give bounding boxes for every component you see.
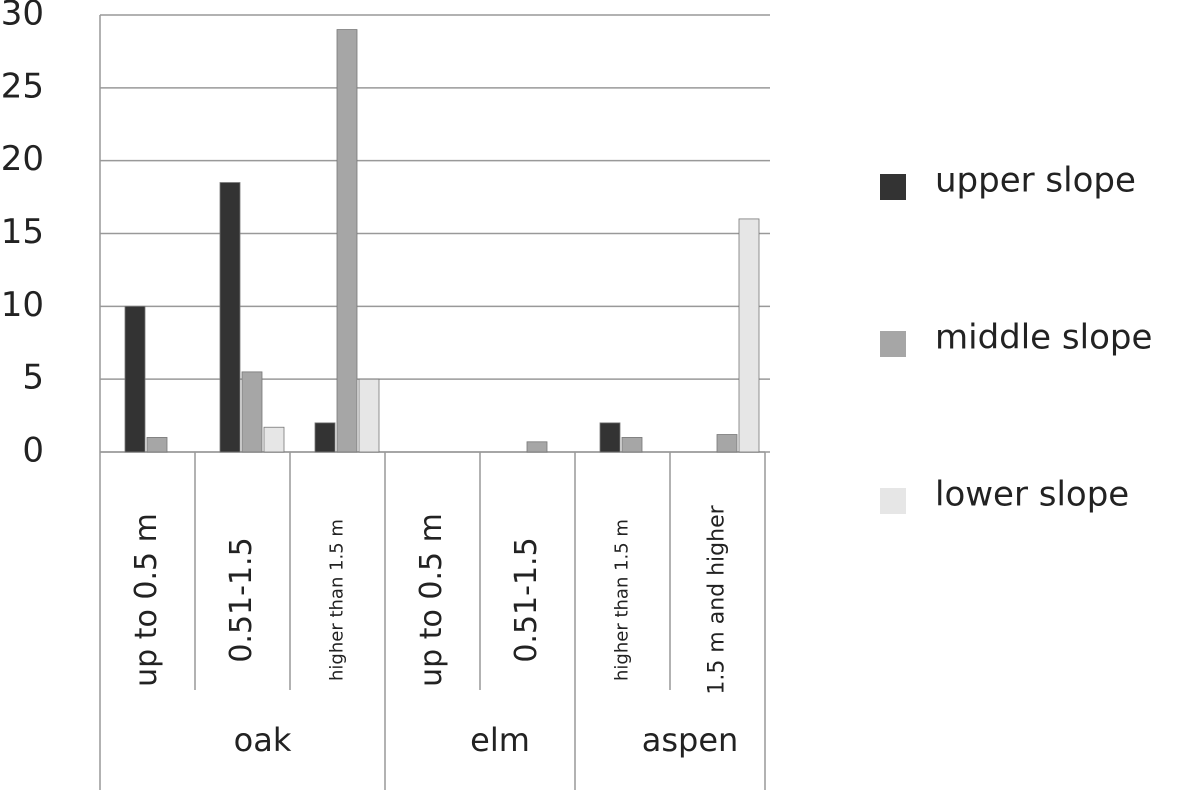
bar bbox=[219, 182, 241, 453]
group-label: elm bbox=[470, 721, 530, 759]
bar bbox=[124, 305, 146, 453]
y-tick-label: 15 bbox=[1, 212, 44, 252]
y-tick-label: 20 bbox=[1, 139, 44, 179]
x-tick-label: up to 0.5 m bbox=[129, 513, 164, 687]
x-tick-label: higher than 1.5 m bbox=[327, 519, 348, 681]
x-tick-label: 0.51-1.5 bbox=[509, 537, 544, 662]
bar bbox=[358, 378, 380, 453]
y-tick-label: 0 bbox=[22, 431, 44, 471]
x-tick-label: up to 0.5 m bbox=[414, 513, 449, 687]
bar bbox=[716, 434, 738, 453]
bar bbox=[336, 29, 358, 453]
group-label: oak bbox=[234, 721, 292, 759]
legend-label: lower slope bbox=[935, 475, 1129, 515]
y-tick-label: 25 bbox=[1, 66, 44, 106]
bar bbox=[263, 426, 285, 453]
bar bbox=[738, 218, 760, 453]
bar bbox=[599, 422, 621, 453]
legend-label: upper slope bbox=[935, 161, 1136, 201]
legend-label: middle slope bbox=[935, 318, 1152, 358]
bar bbox=[526, 441, 548, 453]
x-tick-label: 1.5 m and higher bbox=[705, 504, 730, 694]
bar bbox=[621, 437, 643, 453]
bar bbox=[314, 422, 336, 453]
group-label: aspen bbox=[642, 721, 739, 759]
bar bbox=[146, 437, 168, 453]
legend-swatch bbox=[880, 331, 906, 357]
y-tick-label: 10 bbox=[1, 285, 44, 325]
legend-swatch bbox=[880, 174, 906, 200]
y-tick-label: 5 bbox=[22, 358, 44, 398]
legend-swatch bbox=[880, 488, 906, 514]
bar bbox=[241, 371, 263, 453]
y-tick-label: 30 bbox=[1, 0, 44, 34]
x-tick-label: higher than 1.5 m bbox=[612, 519, 633, 681]
x-tick-label: 0.51-1.5 bbox=[224, 537, 259, 662]
